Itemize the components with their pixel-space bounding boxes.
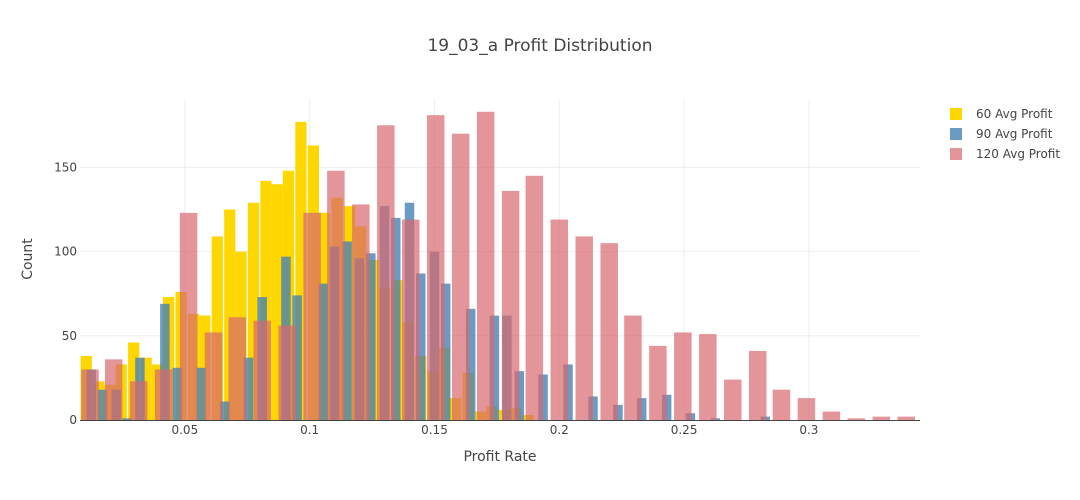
- bar[interactable]: [699, 334, 717, 420]
- bar[interactable]: [292, 295, 302, 420]
- x-tick-label: 0.25: [671, 423, 698, 437]
- bar[interactable]: [342, 241, 352, 420]
- bar[interactable]: [122, 418, 133, 420]
- bar[interactable]: [624, 315, 642, 420]
- bar[interactable]: [440, 283, 451, 420]
- bars: [80, 111, 916, 421]
- legend-item[interactable]: 90 Avg Profit: [950, 127, 1053, 141]
- bar[interactable]: [172, 367, 183, 420]
- y-tick-label: 0: [69, 413, 77, 427]
- bar[interactable]: [81, 369, 99, 420]
- bar[interactable]: [295, 121, 307, 420]
- bar[interactable]: [366, 253, 376, 420]
- bar[interactable]: [196, 367, 206, 420]
- x-axis-title: Profit Rate: [463, 449, 536, 465]
- bar[interactable]: [247, 202, 260, 420]
- bar[interactable]: [465, 308, 476, 420]
- bar[interactable]: [451, 133, 470, 420]
- x-tick-label: 0.1: [300, 423, 319, 437]
- legend-swatch: [950, 148, 962, 160]
- bar[interactable]: [97, 389, 108, 420]
- bar[interactable]: [724, 379, 742, 420]
- bar[interactable]: [129, 381, 148, 420]
- bar[interactable]: [154, 369, 173, 420]
- bar[interactable]: [271, 184, 283, 420]
- chart-title: 19_03_a Profit Distribution: [427, 36, 652, 56]
- bar[interactable]: [575, 236, 593, 420]
- bar[interactable]: [179, 212, 198, 420]
- y-ticks: 0 50 100 150: [54, 160, 77, 427]
- legend[interactable]: 60 Avg Profit 90 Avg Profit 120 Avg Profit: [950, 107, 1060, 161]
- bar[interactable]: [822, 411, 841, 420]
- bar[interactable]: [772, 389, 791, 420]
- bar[interactable]: [588, 396, 598, 420]
- bar[interactable]: [402, 219, 420, 420]
- bar[interactable]: [797, 398, 816, 420]
- legend-label: 60 Avg Profit: [976, 107, 1053, 121]
- bar[interactable]: [377, 125, 395, 421]
- series-3-bars: [81, 111, 916, 421]
- legend-item[interactable]: 120 Avg Profit: [950, 147, 1060, 161]
- y-tick-label: 150: [54, 160, 77, 174]
- bar[interactable]: [674, 332, 692, 420]
- x-tick-label: 0.15: [421, 423, 448, 437]
- y-tick-label: 100: [54, 245, 77, 259]
- legend-label: 120 Avg Profit: [976, 147, 1060, 161]
- bar[interactable]: [749, 350, 767, 420]
- bar[interactable]: [303, 212, 321, 420]
- bar[interactable]: [104, 359, 123, 420]
- y-tick-label: 50: [62, 329, 77, 343]
- legend-label: 90 Avg Profit: [976, 127, 1053, 141]
- bar[interactable]: [204, 332, 223, 420]
- legend-swatch: [950, 108, 962, 120]
- bar[interactable]: [253, 320, 271, 420]
- bar[interactable]: [278, 325, 296, 420]
- bar[interactable]: [416, 273, 426, 420]
- x-tick-label: 0.05: [171, 423, 198, 437]
- bar[interactable]: [318, 283, 329, 420]
- x-tick-label: 0.2: [550, 423, 569, 437]
- bar[interactable]: [211, 236, 223, 420]
- bar[interactable]: [224, 209, 236, 420]
- bar[interactable]: [476, 111, 495, 420]
- bar[interactable]: [897, 416, 916, 420]
- bar[interactable]: [600, 243, 618, 420]
- bar[interactable]: [649, 345, 667, 420]
- bar[interactable]: [847, 418, 866, 420]
- bar[interactable]: [501, 190, 520, 420]
- y-axis-title: Count: [20, 238, 36, 280]
- legend-swatch: [950, 128, 962, 140]
- bar[interactable]: [220, 401, 230, 420]
- bar[interactable]: [243, 357, 254, 420]
- legend-item[interactable]: 60 Avg Profit: [950, 107, 1053, 121]
- bar[interactable]: [327, 170, 345, 420]
- bar[interactable]: [550, 219, 569, 420]
- bar[interactable]: [525, 175, 544, 420]
- bar[interactable]: [391, 217, 401, 420]
- bar[interactable]: [352, 204, 370, 420]
- bar[interactable]: [872, 416, 891, 420]
- bar[interactable]: [426, 115, 445, 420]
- x-tick-label: 0.3: [799, 423, 818, 437]
- bar[interactable]: [228, 317, 247, 420]
- bar[interactable]: [160, 303, 170, 420]
- x-ticks: 0.05 0.1 0.15 0.2 0.25 0.3: [171, 423, 818, 437]
